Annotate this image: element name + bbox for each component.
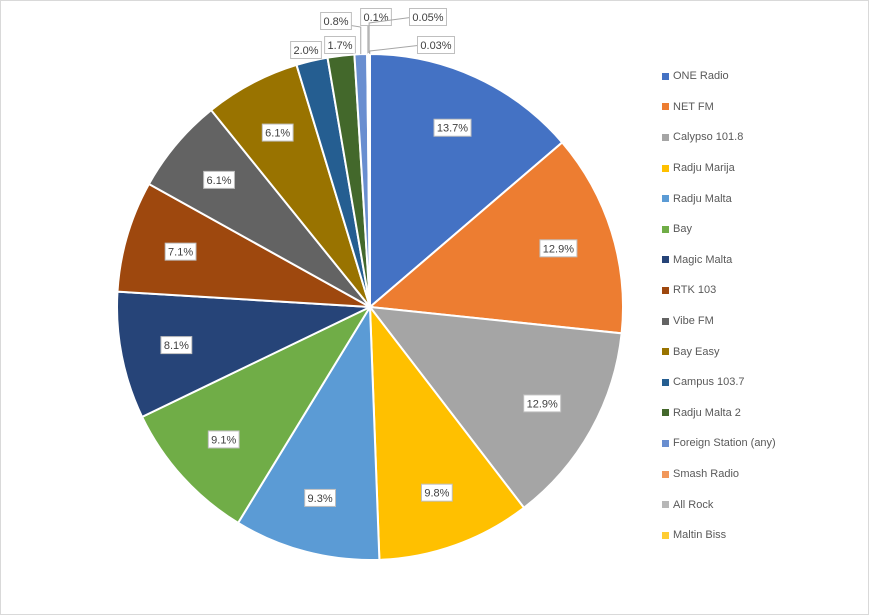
- svg-text:12.9%: 12.9%: [527, 398, 558, 410]
- legend-item: Bay: [662, 214, 776, 245]
- legend-item: Vibe FM: [662, 306, 776, 337]
- legend-label: Maltin Biss: [673, 529, 726, 541]
- data-label: 0.8%: [321, 13, 352, 30]
- legend-swatch: [662, 318, 669, 325]
- legend-item: Bay Easy: [662, 336, 776, 367]
- data-label: 1.7%: [325, 37, 356, 54]
- legend-label: RTK 103: [673, 284, 716, 296]
- legend-item: NET FM: [662, 92, 776, 123]
- svg-text:7.1%: 7.1%: [168, 247, 193, 259]
- svg-text:9.1%: 9.1%: [211, 434, 236, 446]
- legend-label: Calypso 101.8: [673, 131, 743, 143]
- svg-text:12.9%: 12.9%: [543, 243, 574, 255]
- legend-item: Foreign Station (any): [662, 428, 776, 459]
- svg-text:0.8%: 0.8%: [323, 16, 348, 28]
- data-label: 8.1%: [161, 337, 192, 354]
- data-label: 13.7%: [434, 119, 471, 136]
- legend-label: Foreign Station (any): [673, 437, 776, 449]
- data-label: 2.0%: [291, 42, 322, 59]
- legend-label: Magic Malta: [673, 254, 732, 266]
- svg-text:0.03%: 0.03%: [420, 40, 451, 52]
- svg-text:1.7%: 1.7%: [327, 40, 352, 52]
- legend-swatch: [662, 471, 669, 478]
- legend-swatch: [662, 532, 669, 539]
- legend-item: Radju Malta: [662, 183, 776, 214]
- legend-label: Vibe FM: [673, 315, 714, 327]
- data-label: 0.05%: [410, 9, 447, 26]
- data-label: 0.03%: [418, 37, 455, 54]
- svg-text:8.1%: 8.1%: [164, 340, 189, 352]
- legend-item: All Rock: [662, 489, 776, 520]
- legend-swatch: [662, 409, 669, 416]
- legend-item: ONE Radio: [662, 61, 776, 92]
- legend-label: Radju Malta 2: [673, 407, 741, 419]
- data-label: 9.3%: [305, 489, 336, 506]
- legend-label: All Rock: [673, 499, 713, 511]
- legend-swatch: [662, 165, 669, 172]
- legend-item: Campus 103.7: [662, 367, 776, 398]
- legend-swatch: [662, 103, 669, 110]
- legend-label: Bay Easy: [673, 346, 719, 358]
- data-label: 12.9%: [524, 395, 561, 412]
- svg-text:13.7%: 13.7%: [437, 123, 468, 135]
- data-label: 6.1%: [262, 124, 293, 141]
- svg-text:9.8%: 9.8%: [424, 488, 449, 500]
- data-label: 6.1%: [204, 171, 235, 188]
- legend-label: ONE Radio: [673, 70, 729, 82]
- svg-text:2.0%: 2.0%: [293, 45, 318, 57]
- legend-item: Magic Malta: [662, 245, 776, 276]
- data-label: 12.9%: [540, 240, 577, 257]
- legend-item: Radju Malta 2: [662, 398, 776, 429]
- legend-label: NET FM: [673, 101, 714, 113]
- legend: ONE Radio NET FM Calypso 101.8 Radju Marija…: [662, 61, 776, 551]
- leader-line: [370, 45, 422, 54]
- svg-text:6.1%: 6.1%: [265, 128, 290, 140]
- legend-label: Campus 103.7: [673, 376, 745, 388]
- legend-swatch: [662, 195, 669, 202]
- legend-label: Smash Radio: [673, 468, 739, 480]
- legend-label: Radju Marija: [673, 162, 735, 174]
- data-label: 7.1%: [165, 243, 196, 260]
- svg-text:9.3%: 9.3%: [308, 493, 333, 505]
- legend-swatch: [662, 73, 669, 80]
- legend-swatch: [662, 501, 669, 508]
- legend-item: Maltin Biss: [662, 520, 776, 551]
- legend-swatch: [662, 134, 669, 141]
- legend-swatch: [662, 256, 669, 263]
- legend-swatch: [662, 348, 669, 355]
- legend-label: Bay: [673, 223, 692, 235]
- legend-item: Calypso 101.8: [662, 122, 776, 153]
- svg-text:6.1%: 6.1%: [207, 175, 232, 187]
- legend-swatch: [662, 379, 669, 386]
- legend-swatch: [662, 287, 669, 294]
- svg-text:0.05%: 0.05%: [412, 12, 443, 24]
- legend-swatch: [662, 440, 669, 447]
- legend-label: Radju Malta: [673, 193, 732, 205]
- legend-item: RTK 103: [662, 275, 776, 306]
- data-label: 9.8%: [421, 484, 452, 501]
- legend-item: Radju Marija: [662, 153, 776, 184]
- legend-swatch: [662, 226, 669, 233]
- data-label: 0.1%: [361, 9, 392, 26]
- data-label: 9.1%: [208, 431, 239, 448]
- legend-item: Smash Radio: [662, 459, 776, 490]
